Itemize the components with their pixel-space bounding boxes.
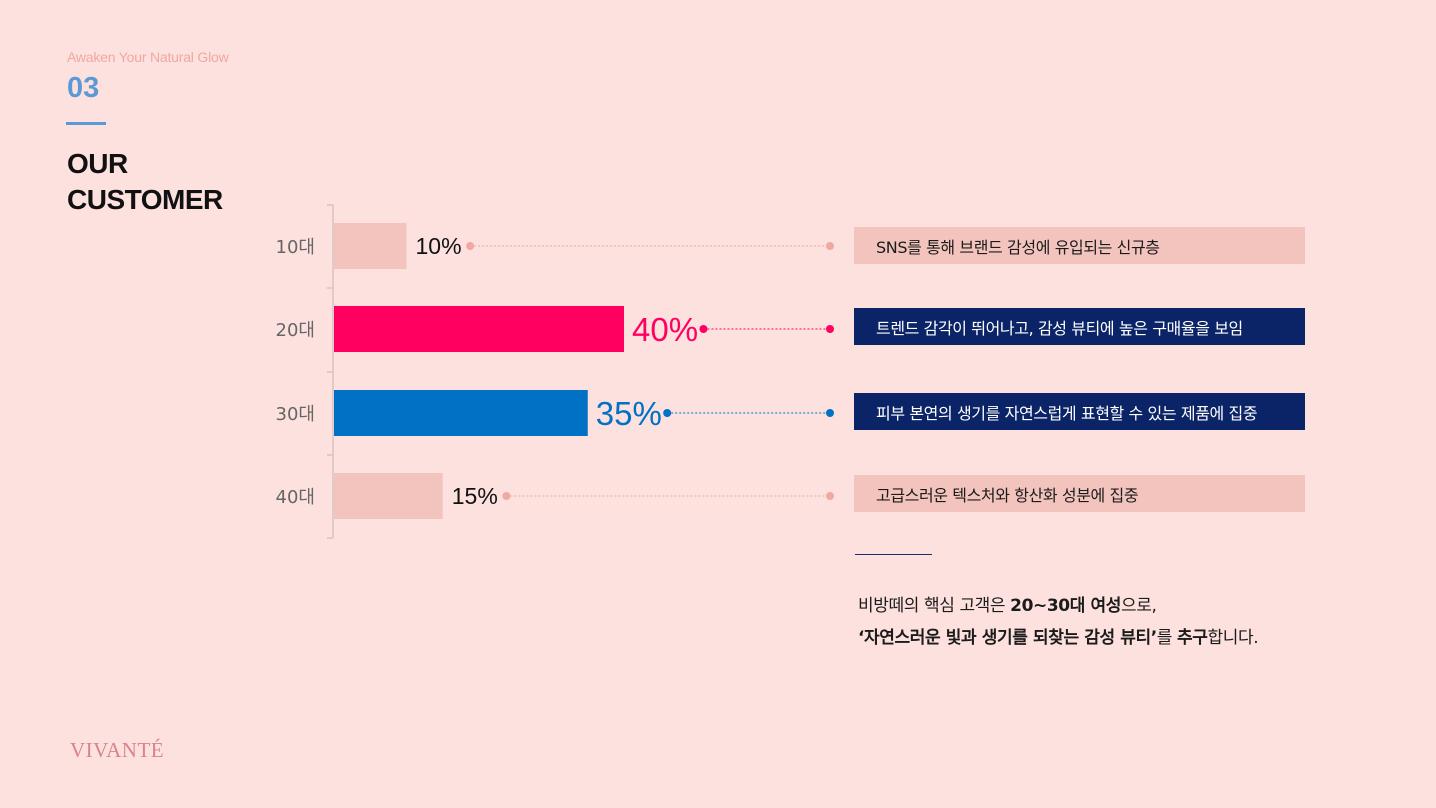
category-label: 10대 (276, 237, 315, 258)
summary-divider (855, 554, 932, 555)
value-label: 10% (416, 233, 462, 259)
category-label: 20대 (276, 320, 315, 341)
title-line-2: CUSTOMER (67, 184, 223, 215)
connector-dot-end (826, 242, 834, 250)
connector-dot-end (826, 409, 834, 417)
annotation-text-10s: SNS를 통해 브랜드 감성에 유입되는 신규층 (876, 237, 1160, 257)
brand-logo: VIVANTÉ (70, 738, 165, 762)
annotation-box-20s: 트렌드 감각이 뛰어나고, 감성 뷰티에 높은 구매율을 보임 (854, 308, 1305, 345)
summary-line-2-part-d: 합니다. (1207, 628, 1259, 648)
bar-20대 (334, 306, 624, 352)
summary-line-2-emphasis: ‘자연스러운 빛과 생기를 되찾는 감성 뷰티’ (858, 628, 1157, 648)
title-line-1: OUR (67, 148, 128, 179)
connector-dot-end (826, 492, 834, 500)
summary-line-1: 비방떼의 핵심 고객은 20~30대 여성으로, (858, 590, 1258, 622)
summary-text: 비방떼의 핵심 고객은 20~30대 여성으로, ‘자연스러운 빛과 생기를 되… (858, 590, 1259, 654)
connector-dot-start (699, 325, 708, 333)
value-label: 15% (452, 483, 498, 509)
section-number: 03 (67, 72, 100, 104)
value-label: 35% (596, 395, 662, 432)
category-label: 30대 (276, 404, 315, 425)
bar-30대 (334, 390, 588, 436)
category-label: 40대 (276, 487, 315, 508)
bar-10대 (334, 223, 407, 269)
value-label: 40% (632, 311, 698, 348)
summary-line-2: ‘자연스러운 빛과 생기를 되찾는 감성 뷰티’를 추구합니다. (858, 622, 1259, 654)
summary-line-2-emphasis-2: 추구 (1177, 628, 1208, 648)
summary-line-1-part-a: 비방떼의 핵심 고객은 (858, 596, 1011, 616)
bar-40대 (334, 473, 443, 519)
connector-dot-start (502, 492, 511, 500)
connector-dot-end (826, 325, 834, 333)
summary-line-1-part-c: 으로, (1120, 596, 1157, 616)
annotation-text-40s: 고급스러운 텍스처와 항산화 성분에 집중 (876, 485, 1139, 505)
annotation-box-40s: 고급스러운 텍스처와 항산화 성분에 집중 (854, 475, 1305, 512)
connector-dot-start (466, 242, 475, 250)
summary-line-2-part-b: 를 (1156, 628, 1178, 648)
tagline: Awaken Your Natural Glow (67, 49, 229, 65)
annotation-text-30s: 피부 본연의 생기를 자연스럽게 표현할 수 있는 제품에 집중 (876, 403, 1258, 423)
annotation-box-10s: SNS를 통해 브랜드 감성에 유입되는 신규층 (854, 227, 1305, 264)
page-title: OUR CUSTOMER (67, 146, 223, 218)
annotation-box-30s: 피부 본연의 생기를 자연스럽게 표현할 수 있는 제품에 집중 (854, 393, 1305, 430)
section-underline (66, 122, 106, 125)
summary-line-1-emphasis: 20~30대 여성 (1010, 596, 1121, 616)
connector-dot-start (663, 409, 672, 417)
annotation-text-20s: 트렌드 감각이 뛰어나고, 감성 뷰티에 높은 구매율을 보임 (876, 318, 1243, 338)
